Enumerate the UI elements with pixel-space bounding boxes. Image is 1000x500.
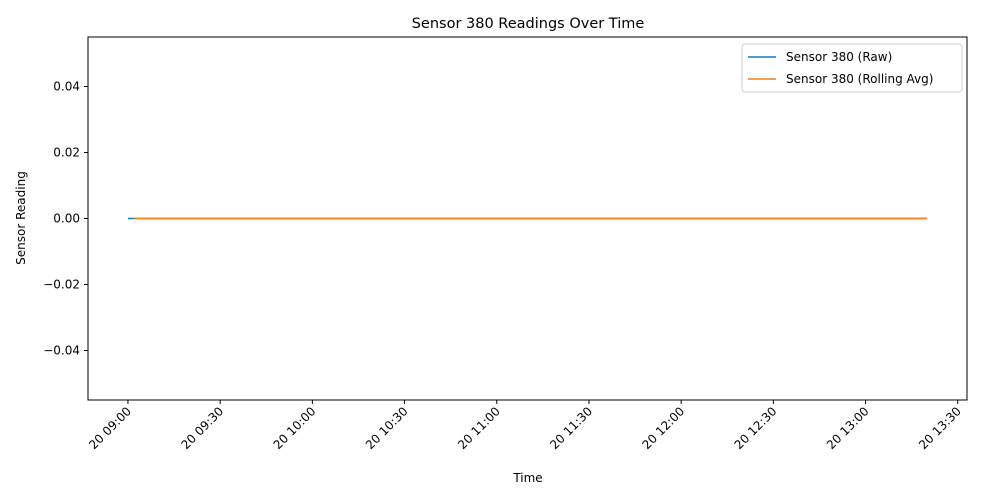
legend-label-rolling-avg: Sensor 380 (Rolling Avg) (786, 72, 933, 86)
legend-label-raw: Sensor 380 (Raw) (786, 50, 892, 64)
y-tick-label: 0.00 (53, 212, 80, 226)
y-axis-ticks: 0.04 0.02 0.00 −0.02 −0.04 (43, 80, 88, 358)
y-axis-label: Sensor Reading (14, 171, 28, 265)
x-axis-label: Time (512, 471, 542, 485)
y-tick-label: 0.04 (53, 80, 80, 94)
y-tick-label: −0.02 (43, 278, 80, 292)
y-tick-label: 0.02 (53, 146, 80, 160)
legend-box (741, 43, 963, 93)
chart-title: Sensor 380 Readings Over Time (412, 16, 645, 32)
y-tick-label: −0.04 (43, 344, 80, 358)
legend: Sensor 380 (Raw) Sensor 380 (Rolling Avg… (741, 43, 963, 93)
